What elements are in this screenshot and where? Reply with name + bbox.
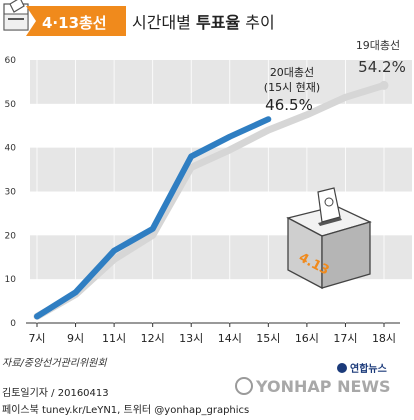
x-tick-label: 12시 (141, 332, 165, 345)
x-tick-label: 13시 (179, 332, 203, 345)
ballot-stamp-mark (324, 197, 334, 207)
y-tick-label: 0 (10, 319, 16, 329)
s19-annotation-value: 54.2% (358, 58, 406, 76)
x-tick-label: 15시 (256, 332, 280, 345)
x-tick-label: 17시 (333, 332, 357, 345)
x-tick-label: 11시 (102, 332, 126, 345)
y-axis-ticks: 0 10 20 30 40 50 60 (5, 56, 17, 329)
header-title: 시간대별 투표율 추이 (132, 13, 275, 32)
y-tick-label: 40 (5, 144, 17, 154)
header-badge: 4·13총선 (42, 14, 107, 32)
x-tick-label: 9시 (67, 332, 84, 345)
s19-annotation-line1: 19대총선 (356, 39, 400, 52)
series-19-path (33, 81, 388, 320)
x-tick-label: 7시 (28, 332, 45, 345)
y-tick-label: 50 (5, 100, 17, 110)
x-tick-label: 18시 (372, 332, 396, 345)
ballot-slot (318, 217, 342, 226)
ballot-paper (317, 187, 341, 223)
y-tick-label: 30 (5, 188, 17, 198)
footer: 김토일기자 / 20160413 페이스북 tuney.kr/LeYN1, 트위… (2, 362, 391, 416)
header-badge-bg (26, 6, 126, 36)
credit-text: 김토일기자 / 20160413 (2, 387, 109, 399)
x-tick-label: 16시 (295, 332, 319, 345)
yonhap-logo-watermark-icon (235, 377, 253, 395)
social-text: 페이스북 tuney.kr/LeYN1, 트위터 @yonhap_graphic… (2, 403, 249, 416)
yonhap-logo-small: 연합뉴스 (350, 362, 387, 375)
s20-annotation-value: 46.5% (265, 96, 313, 114)
y-tick-label: 20 (5, 231, 17, 241)
header: 4·13총선 시간대별 투표율 추이 (0, 0, 414, 60)
x-axis-ticks: 7시 9시 11시 12시 13시 14시 15시 16시 17시 18시 (28, 60, 396, 345)
series-20-line (34, 116, 272, 320)
ballot-hand-icon (3, 0, 29, 31)
yonhap-logo-watermark: YONHAP NEWS (255, 377, 391, 396)
series-19-end-dot (379, 80, 389, 90)
y-tick-label: 60 (5, 56, 17, 66)
source-text: 자료/중앙선거관리위원회 (2, 357, 107, 369)
yonhap-logo-small-icon (337, 363, 347, 373)
s20-annotation-line1: 20대총선 (270, 66, 314, 79)
ballot-box-illustration: 4.13 (286, 187, 372, 290)
plot-area: 0 10 20 30 40 50 60 7시 9시 11시 12시 13시 14시 15시 16시 17시 1… (5, 39, 412, 345)
yonhap-logo: 연합뉴스 YONHAP NEWS (235, 362, 391, 396)
x-tick-label: 14시 (218, 332, 242, 345)
ballot-box-right (321, 221, 371, 289)
s20-annotation-line2: (15시 현재) (264, 81, 320, 94)
series-19-line (33, 80, 389, 320)
y-tick-label: 10 (5, 275, 17, 285)
